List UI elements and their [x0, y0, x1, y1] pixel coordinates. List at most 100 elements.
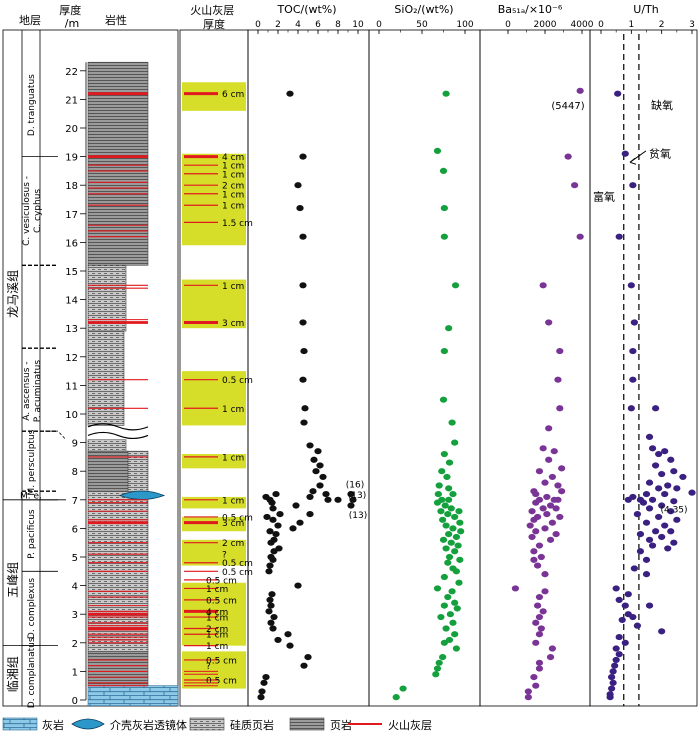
data-point-U/Th: [648, 542, 657, 549]
data-point-SiO2: [440, 602, 448, 609]
formation-label: 临湘组: [5, 656, 20, 692]
data-point-TOC: [272, 490, 280, 498]
ash-column: 6 cm4 cm1 cm1 cm2 cm1 cm1 cm1.5 cm1 cm3 …: [179, 29, 253, 707]
outlier-point-U/Th: [688, 489, 696, 496]
data-point-U/Th: [624, 496, 632, 503]
data-point-U/Th: [627, 405, 635, 412]
data-point-U/Th: [621, 602, 629, 609]
data-point-TOC: [267, 539, 275, 546]
x-tick-label: 0: [598, 20, 604, 30]
header-toc: TOC/(wt%): [276, 3, 336, 16]
data-point-TOC: [294, 182, 302, 189]
data-point-Ba_bio: [526, 522, 534, 529]
data-point-U/Th: [636, 548, 645, 555]
data-point-TOC: [300, 347, 308, 355]
data-point-U/Th: [645, 479, 654, 486]
data-point-SiO2: [433, 665, 442, 672]
depth-tick-label: 3: [72, 610, 78, 621]
zone-label: D. complanatus: [27, 637, 37, 708]
data-point-Ba_bio: [556, 347, 564, 355]
lith-shale: [87, 450, 129, 492]
data-point-Ba_bio: [539, 445, 547, 452]
data-point-TOC: [349, 496, 357, 503]
depth-tick-label: 21: [65, 95, 78, 106]
legend-limestone-swatch: [2, 717, 38, 731]
header-ash-line1: 火山灰层: [190, 3, 234, 17]
depth-tick-label: 6: [72, 524, 78, 535]
header-ash: 火山灰层 厚度: [190, 3, 238, 31]
data-point-Ba_bio: [552, 531, 560, 538]
depth-tick-label: 22: [65, 67, 78, 78]
data-point-Ba_bio: [532, 528, 540, 535]
data-point-SiO2: [440, 233, 448, 240]
ash-band: [182, 454, 246, 469]
data-point-SiO2: [451, 548, 459, 555]
zone-label: D. tranguatus: [27, 74, 37, 136]
lith-shale: [87, 651, 149, 687]
depth-tick-label: 0: [72, 696, 78, 707]
data-point-Ba_bio: [539, 282, 547, 289]
data-point-TOC: [334, 496, 342, 503]
data-point-SiO2: [437, 613, 445, 621]
data-point-Ba_bio: [532, 682, 540, 689]
data-point-U/Th: [608, 685, 616, 692]
plot-frame-U/Th: [589, 29, 698, 707]
ash-label: 1 cm: [206, 585, 228, 595]
depth-tick-label: 17: [65, 210, 78, 221]
lith-limestone: [87, 685, 179, 707]
ash-label: 4 cm: [206, 608, 228, 618]
data-point-Ba_bio: [576, 233, 584, 240]
toc-outlier-label: (16): [346, 481, 364, 491]
data-point-Ba_bio: [546, 536, 555, 543]
data-point-SiO2: [449, 490, 457, 498]
data-point-SiO2: [448, 588, 456, 595]
data-point-Ba_bio: [537, 553, 545, 561]
data-point-U/Th: [642, 571, 651, 578]
depth-tick-label: 4: [72, 582, 78, 593]
data-point-U/Th: [615, 633, 623, 641]
data-point-Ba_bio: [530, 548, 538, 555]
data-point-SiO2: [446, 611, 454, 618]
data-point-Ba_bio: [532, 490, 540, 498]
depth-tick-label: 14: [65, 296, 78, 307]
data-point-TOC: [300, 419, 308, 426]
header-thickness-line2: /m: [65, 17, 79, 30]
data-point-SiO2: [451, 631, 459, 638]
legend-shale-label: 页岩: [330, 718, 352, 732]
data-point-Ba_bio: [535, 593, 544, 601]
legend-siliceous-shale-label: 硅质页岩: [230, 718, 274, 732]
data-point-TOC: [306, 493, 314, 501]
data-point-TOC: [270, 548, 278, 555]
data-point-Ba_bio: [530, 516, 538, 523]
data-point-TOC: [316, 462, 324, 469]
data-point-Ba_bio: [535, 631, 544, 638]
plot-frame-TOC: [247, 29, 370, 707]
x-tick-label: 4000: [571, 20, 594, 30]
outlier-point-Ba_bio: [576, 87, 584, 94]
data-point-Ba_bio: [545, 319, 553, 326]
ash-label: 2 cm: [222, 182, 244, 192]
data-point-SiO2: [456, 519, 464, 526]
data-point-SiO2: [440, 204, 448, 212]
data-point-Ba_bio: [530, 674, 538, 681]
data-point-TOC: [299, 153, 307, 160]
ash-label: 0.5 cm: [206, 676, 237, 686]
data-point-TOC: [272, 531, 280, 538]
data-point-TOC: [274, 522, 282, 529]
data-point-U/Th: [661, 490, 669, 498]
data-point-SiO2: [442, 625, 450, 632]
data-point-SiO2: [440, 450, 448, 458]
oxic-label: 富氧: [593, 190, 615, 204]
data-point-U/Th: [664, 545, 672, 552]
data-point-U/Th: [645, 433, 654, 440]
data-point-SiO2: [453, 605, 461, 612]
data-point-SiO2: [439, 167, 448, 174]
depth-tick-label: 20: [65, 124, 78, 135]
zone-label: C. cyphus: [33, 189, 43, 233]
data-point-SiO2: [443, 473, 451, 481]
data-point-U/Th: [639, 499, 648, 506]
data-point-TOC: [274, 636, 282, 644]
depth-tick-label: 11: [65, 381, 78, 392]
data-point-TOC: [299, 376, 307, 383]
data-point-SiO2: [399, 685, 407, 692]
